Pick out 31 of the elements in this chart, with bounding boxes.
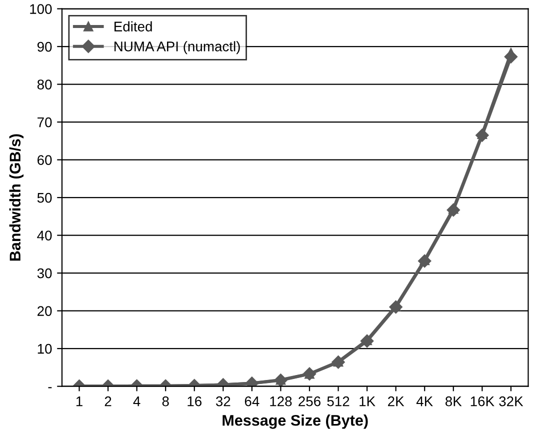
x-tick-label: 2 (104, 396, 112, 406)
legend-label: Edited (114, 21, 152, 32)
x-tick-label: 8K (446, 396, 462, 406)
x-tick-label: 256 (298, 396, 320, 406)
x-tick-label: 8 (162, 396, 169, 406)
y-tick-label: 30 (37, 268, 52, 278)
x-tick-label: 512 (327, 396, 350, 406)
x-tick-label: 128 (270, 396, 292, 406)
x-tick-label: 4K (416, 396, 433, 406)
y-tick-label: 40 (37, 230, 52, 240)
y-tick-label: 10 (38, 344, 52, 354)
y-tick-label: 70 (38, 117, 52, 128)
y-tick-label: 20 (38, 306, 52, 316)
x-tick-label: 2K (388, 396, 404, 406)
x-tick-label: 32 (216, 396, 230, 406)
x-tick-label: 64 (244, 396, 260, 406)
x-tick-label: 16 (188, 396, 202, 406)
y-axis-title: Bandwidth (GB/s) (9, 134, 24, 261)
x-tick-label: 32K (499, 396, 524, 406)
x-tick-label: 16K (470, 396, 494, 406)
y-tick-label: 80 (37, 80, 52, 90)
legend-label: NUMA API (numactl) (114, 41, 240, 54)
x-axis-title: Message Size (Byte) (222, 414, 368, 429)
x-tick-label: 1K (360, 396, 376, 406)
x-tick-label: 4 (133, 396, 140, 406)
y-tick-label: 90 (37, 42, 52, 52)
x-tick-label: 1 (76, 396, 82, 406)
y-tick-label: 60 (38, 155, 52, 165)
y-tick-label: 50 (37, 192, 52, 203)
y-tick-label: - (48, 387, 52, 388)
y-tick-label: 100 (30, 4, 52, 14)
